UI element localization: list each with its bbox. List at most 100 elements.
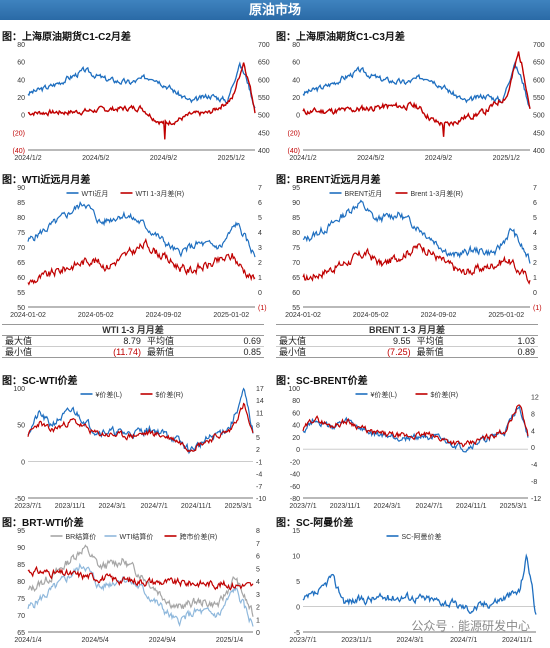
y-tick-label-right: 1 xyxy=(256,617,260,624)
chart-title-c4: 图：BRENT近远月月差 xyxy=(276,175,381,186)
y-tick-label-left: 80 xyxy=(292,398,300,405)
series-line xyxy=(27,565,254,591)
y-tick-label-right: 700 xyxy=(533,42,545,49)
series-line xyxy=(27,544,254,617)
x-tick-label: 2024/11/1 xyxy=(502,637,533,644)
y-tick-label-right: 700 xyxy=(258,42,270,49)
y-tick-label-right: 8 xyxy=(256,528,260,535)
y-tick-label-left: 65 xyxy=(17,260,25,267)
y-tick-label-left: -20 xyxy=(290,459,300,466)
y-tick-label-left: (20) xyxy=(13,130,25,137)
legend-label: $价差(R) xyxy=(431,390,459,399)
x-tick-label: 2024/7/1 xyxy=(141,503,168,510)
x-tick-label: 2023/11/1 xyxy=(341,637,372,644)
x-tick-label: 2024/7/1 xyxy=(450,637,477,644)
legend-label: WTI近月 xyxy=(82,189,109,198)
series-line xyxy=(302,199,531,264)
x-tick-label: 2024/9/4 xyxy=(149,637,176,644)
legend-label: ¥价差(L) xyxy=(371,390,397,399)
y-tick-label-left: 90 xyxy=(17,185,25,192)
y-tick-label-left: 5 xyxy=(296,579,300,586)
y-tick-label-right: 2 xyxy=(256,447,260,454)
stats-label: 最新值 xyxy=(143,346,215,358)
x-tick-label: 2023/7/1 xyxy=(289,637,316,644)
stats-value: (7.25) xyxy=(348,346,414,358)
y-tick-label-right: 650 xyxy=(258,60,270,67)
y-tick-label-right: 2 xyxy=(256,605,260,612)
y-tick-label-left: (40) xyxy=(288,148,300,155)
watermark: 公众号 · 能源研发中心 xyxy=(411,619,530,633)
chart-title-c2: 图：上海原油期货C1-C3月差 xyxy=(276,32,405,43)
y-tick-label-left: (40) xyxy=(13,148,25,155)
y-tick-label-right: 450 xyxy=(533,130,545,137)
y-tick-label-left: 60 xyxy=(292,60,300,67)
y-tick-label-left: 10 xyxy=(292,554,300,561)
y-tick-label-right: 4 xyxy=(533,230,537,237)
stats-label: 最大值 xyxy=(276,335,349,347)
stats-label: 最小值 xyxy=(276,346,349,358)
y-tick-label-left: 80 xyxy=(292,42,300,49)
x-tick-label: 2025-01-02 xyxy=(213,312,249,319)
y-tick-label-right: 650 xyxy=(533,60,545,67)
y-tick-label-right: -7 xyxy=(256,484,262,491)
x-tick-label: 2023/7/1 xyxy=(14,503,41,510)
y-tick-label-left: 75 xyxy=(292,245,300,252)
y-tick-label-left: 0 xyxy=(21,459,25,466)
series-line xyxy=(302,61,531,109)
legend-label: BRENT近月 xyxy=(345,189,383,198)
x-tick-label: 2024/1/4 xyxy=(14,637,41,644)
x-tick-label: 2024-01-02 xyxy=(285,312,321,319)
legend-label: Brent 1-3月差(R) xyxy=(411,189,464,198)
y-tick-label-left: 0 xyxy=(21,113,25,120)
x-tick-label: 2024/9/2 xyxy=(425,155,452,162)
y-tick-label-left: 90 xyxy=(17,545,25,552)
y-tick-label-right: 550 xyxy=(533,95,545,102)
x-tick-label: 2024/7/1 xyxy=(416,503,443,510)
chart-title-c5: 图：SC-WTI价差 xyxy=(2,376,78,387)
series-line xyxy=(27,402,254,453)
y-tick-label-left: 20 xyxy=(292,95,300,102)
y-tick-label-left: -5 xyxy=(294,630,300,637)
y-tick-label-right: 7 xyxy=(256,541,260,548)
x-tick-label: 2024-05-02 xyxy=(353,312,389,319)
series-line xyxy=(27,387,254,455)
chart-c1: 80 60 40 20 0 (20) (40) 700 650 600 550 500 450 400 20… xyxy=(13,42,270,162)
x-tick-label: 2025/3/1 xyxy=(500,503,527,510)
y-tick-label-right: 5 xyxy=(256,435,260,442)
y-tick-label-left: -60 xyxy=(290,484,300,491)
stats-table-brent: BRENT 1-3 月月差 最大值 9.55 平均值 1.03 最小值 (7.2… xyxy=(276,324,538,358)
y-tick-label-right: 600 xyxy=(533,77,545,84)
x-tick-label: 2024/5/2 xyxy=(82,155,109,162)
x-tick-label: 2024/9/2 xyxy=(150,155,177,162)
y-tick-label-left: 0 xyxy=(296,447,300,454)
y-tick-label-right: 1 xyxy=(533,275,537,282)
x-tick-label: 2025/1/2 xyxy=(218,155,245,162)
y-tick-label-left: 20 xyxy=(17,95,25,102)
x-tick-label: 2024/1/2 xyxy=(289,155,316,162)
x-tick-label: 2025/1/4 xyxy=(216,637,243,644)
x-tick-label: 2024/11/1 xyxy=(181,503,212,510)
y-tick-label-left: 50 xyxy=(17,305,25,312)
y-tick-label-left: 20 xyxy=(292,435,300,442)
series-line xyxy=(27,562,254,627)
legend-label: ¥价差(L) xyxy=(96,390,122,399)
x-tick-label: 2025-01-02 xyxy=(488,312,524,319)
y-tick-label-right: 7 xyxy=(533,185,537,192)
stats-table-wti: WTI 1-3 月月差 最大值 8.79 平均值 0.69 最小值 (11.74… xyxy=(2,324,264,358)
legend-label: WTI 1-3月差(R) xyxy=(136,189,185,198)
y-tick-label-left: 95 xyxy=(292,185,300,192)
x-tick-label: 2024/5/2 xyxy=(357,155,384,162)
y-tick-label-right: 500 xyxy=(533,113,545,120)
x-tick-label: 2025/1/2 xyxy=(493,155,520,162)
stats-title: WTI 1-3 月月差 xyxy=(2,324,264,336)
chart-title-c8: 图：SC-阿曼价差 xyxy=(276,518,354,529)
y-tick-label-right: 6 xyxy=(256,554,260,561)
y-tick-label-right: 4 xyxy=(258,230,262,237)
y-tick-label-left: 80 xyxy=(292,230,300,237)
x-tick-label: 2024/3/1 xyxy=(98,503,125,510)
y-tick-label-right: 2 xyxy=(533,260,537,267)
y-tick-label-left: 60 xyxy=(17,275,25,282)
y-tick-label-left: 80 xyxy=(17,579,25,586)
